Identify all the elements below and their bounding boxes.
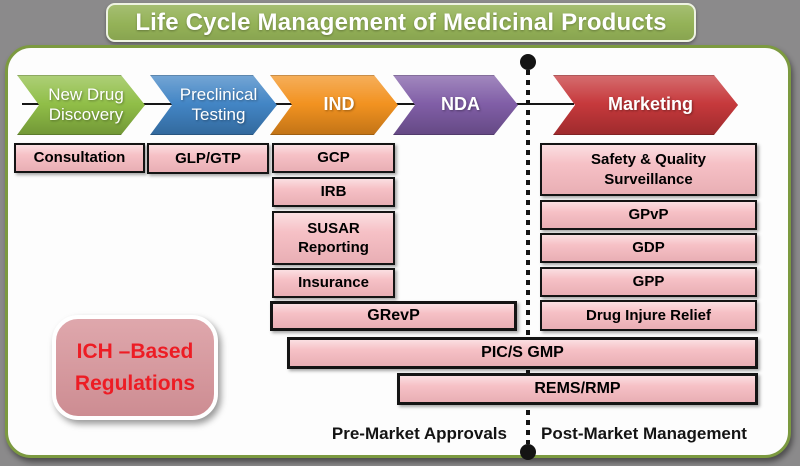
post-market-management-label: Post-Market Management xyxy=(541,424,747,443)
box-insurance: Insurance xyxy=(272,268,395,298)
box-rems-rmp-label: REMS/RMP xyxy=(534,379,621,397)
box-drug-injure-relief-label: Drug Injure Relief xyxy=(585,306,712,324)
title-banner: Life Cycle Management of Medicinal Produ… xyxy=(106,3,696,42)
box-safety-quality-surveillance-label: Safety & Quality Surveillance xyxy=(590,151,707,188)
divider-top-dot xyxy=(520,54,536,70)
box-safety-quality-surveillance: Safety & Quality Surveillance xyxy=(540,143,757,196)
stage-label-new-drug-discovery: New Drug Discovery xyxy=(48,84,124,124)
box-gpvp: GPvP xyxy=(540,200,757,230)
box-grevp: GRevP xyxy=(270,301,517,331)
stage-chevron-marketing: Marketing xyxy=(553,75,738,135)
stage-label-ind: IND xyxy=(323,94,355,115)
stage-label-preclinical-testing: Preclinical Testing xyxy=(179,84,258,124)
box-gpp: GPP xyxy=(540,267,757,297)
box-gcp-label: GCP xyxy=(317,149,350,167)
box-grevp-label: GRevP xyxy=(367,306,420,324)
box-susar-reporting: SUSAR Reporting xyxy=(272,211,395,265)
box-gcp: GCP xyxy=(272,143,395,173)
page-title: Life Cycle Management of Medicinal Produ… xyxy=(135,8,667,36)
divider-bottom-dot xyxy=(520,444,536,460)
pre-post-market-divider-dotted-line xyxy=(526,70,530,444)
box-consultation-label: Consultation xyxy=(33,149,126,167)
box-pics-gmp-label: PIC/S GMP xyxy=(481,343,564,361)
ich-note-line1: ICH –Based xyxy=(76,340,194,363)
box-irb-label: IRB xyxy=(320,183,347,201)
box-rems-rmp: REMS/RMP xyxy=(397,373,758,405)
box-gpvp-label: GPvP xyxy=(628,206,669,224)
stage-label-marketing: Marketing xyxy=(607,94,694,115)
pre-market-approvals-label: Pre-Market Approvals xyxy=(331,424,507,443)
box-drug-injure-relief: Drug Injure Relief xyxy=(540,300,757,331)
box-consultation: Consultation xyxy=(14,143,145,173)
box-gpp-label: GPP xyxy=(632,273,665,291)
ich-based-regulations-note: ICH –Based Regulations xyxy=(52,315,218,420)
box-irb: IRB xyxy=(272,177,395,207)
box-susar-reporting-label: SUSAR Reporting xyxy=(298,219,369,257)
ich-note-line2: Regulations xyxy=(74,371,196,395)
stage-label-nda: NDA xyxy=(441,94,480,115)
box-gdp-label: GDP xyxy=(632,239,665,257)
box-glp-gtp-label: GLP/GTP xyxy=(175,149,241,167)
box-glp-gtp: GLP/GTP xyxy=(147,143,269,174)
box-gdp: GDP xyxy=(540,233,757,263)
box-insurance-label: Insurance xyxy=(298,274,369,292)
box-pics-gmp: PIC/S GMP xyxy=(287,337,758,369)
